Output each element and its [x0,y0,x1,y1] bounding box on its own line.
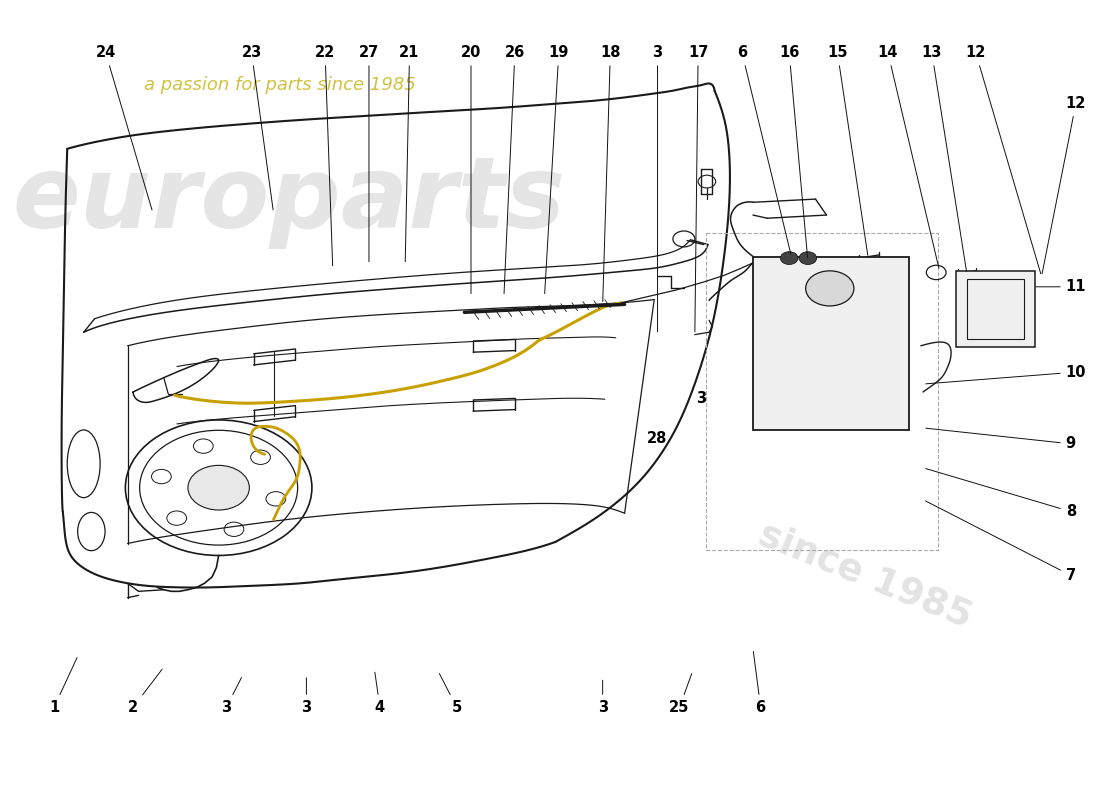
Text: 18: 18 [601,46,620,302]
Text: 3: 3 [652,46,662,332]
Text: 6: 6 [737,46,791,254]
Text: 3: 3 [221,678,242,715]
Text: 16: 16 [779,46,807,258]
Text: a passion for parts since 1985: a passion for parts since 1985 [144,76,416,94]
Text: 6: 6 [754,651,766,715]
Text: 2: 2 [128,670,162,715]
Text: 12: 12 [966,46,1041,274]
Text: since 1985: since 1985 [754,516,977,634]
Circle shape [188,466,250,510]
Bar [967,279,1024,338]
Text: 28: 28 [647,430,668,446]
Text: 20: 20 [461,46,481,294]
Bar [706,233,938,550]
Text: 12: 12 [1042,96,1086,274]
Text: 27: 27 [359,46,380,262]
Text: 24: 24 [96,46,152,210]
Text: 11: 11 [1035,279,1086,294]
Text: 10: 10 [926,365,1086,384]
Text: 3: 3 [696,391,706,406]
Text: 9: 9 [926,428,1076,451]
Text: 19: 19 [544,46,569,294]
Text: 1: 1 [48,658,77,715]
Bar [956,271,1035,346]
Text: 13: 13 [922,46,967,271]
Text: 3: 3 [597,680,607,715]
Text: 26: 26 [504,46,525,294]
Text: 5: 5 [439,674,462,715]
Text: 15: 15 [827,46,868,255]
Circle shape [805,271,854,306]
Text: 7: 7 [925,501,1076,583]
Text: 21: 21 [399,46,420,262]
Circle shape [799,252,816,265]
Text: 4: 4 [375,672,385,715]
Bar [754,257,909,430]
Text: 23: 23 [241,46,273,210]
Text: europarts: europarts [12,152,565,249]
Text: 14: 14 [878,46,939,268]
Text: 25: 25 [669,674,692,715]
Circle shape [780,252,798,265]
Text: 22: 22 [315,46,336,266]
Text: 8: 8 [926,469,1076,519]
Text: 3: 3 [301,678,311,715]
Text: 17: 17 [688,46,708,332]
